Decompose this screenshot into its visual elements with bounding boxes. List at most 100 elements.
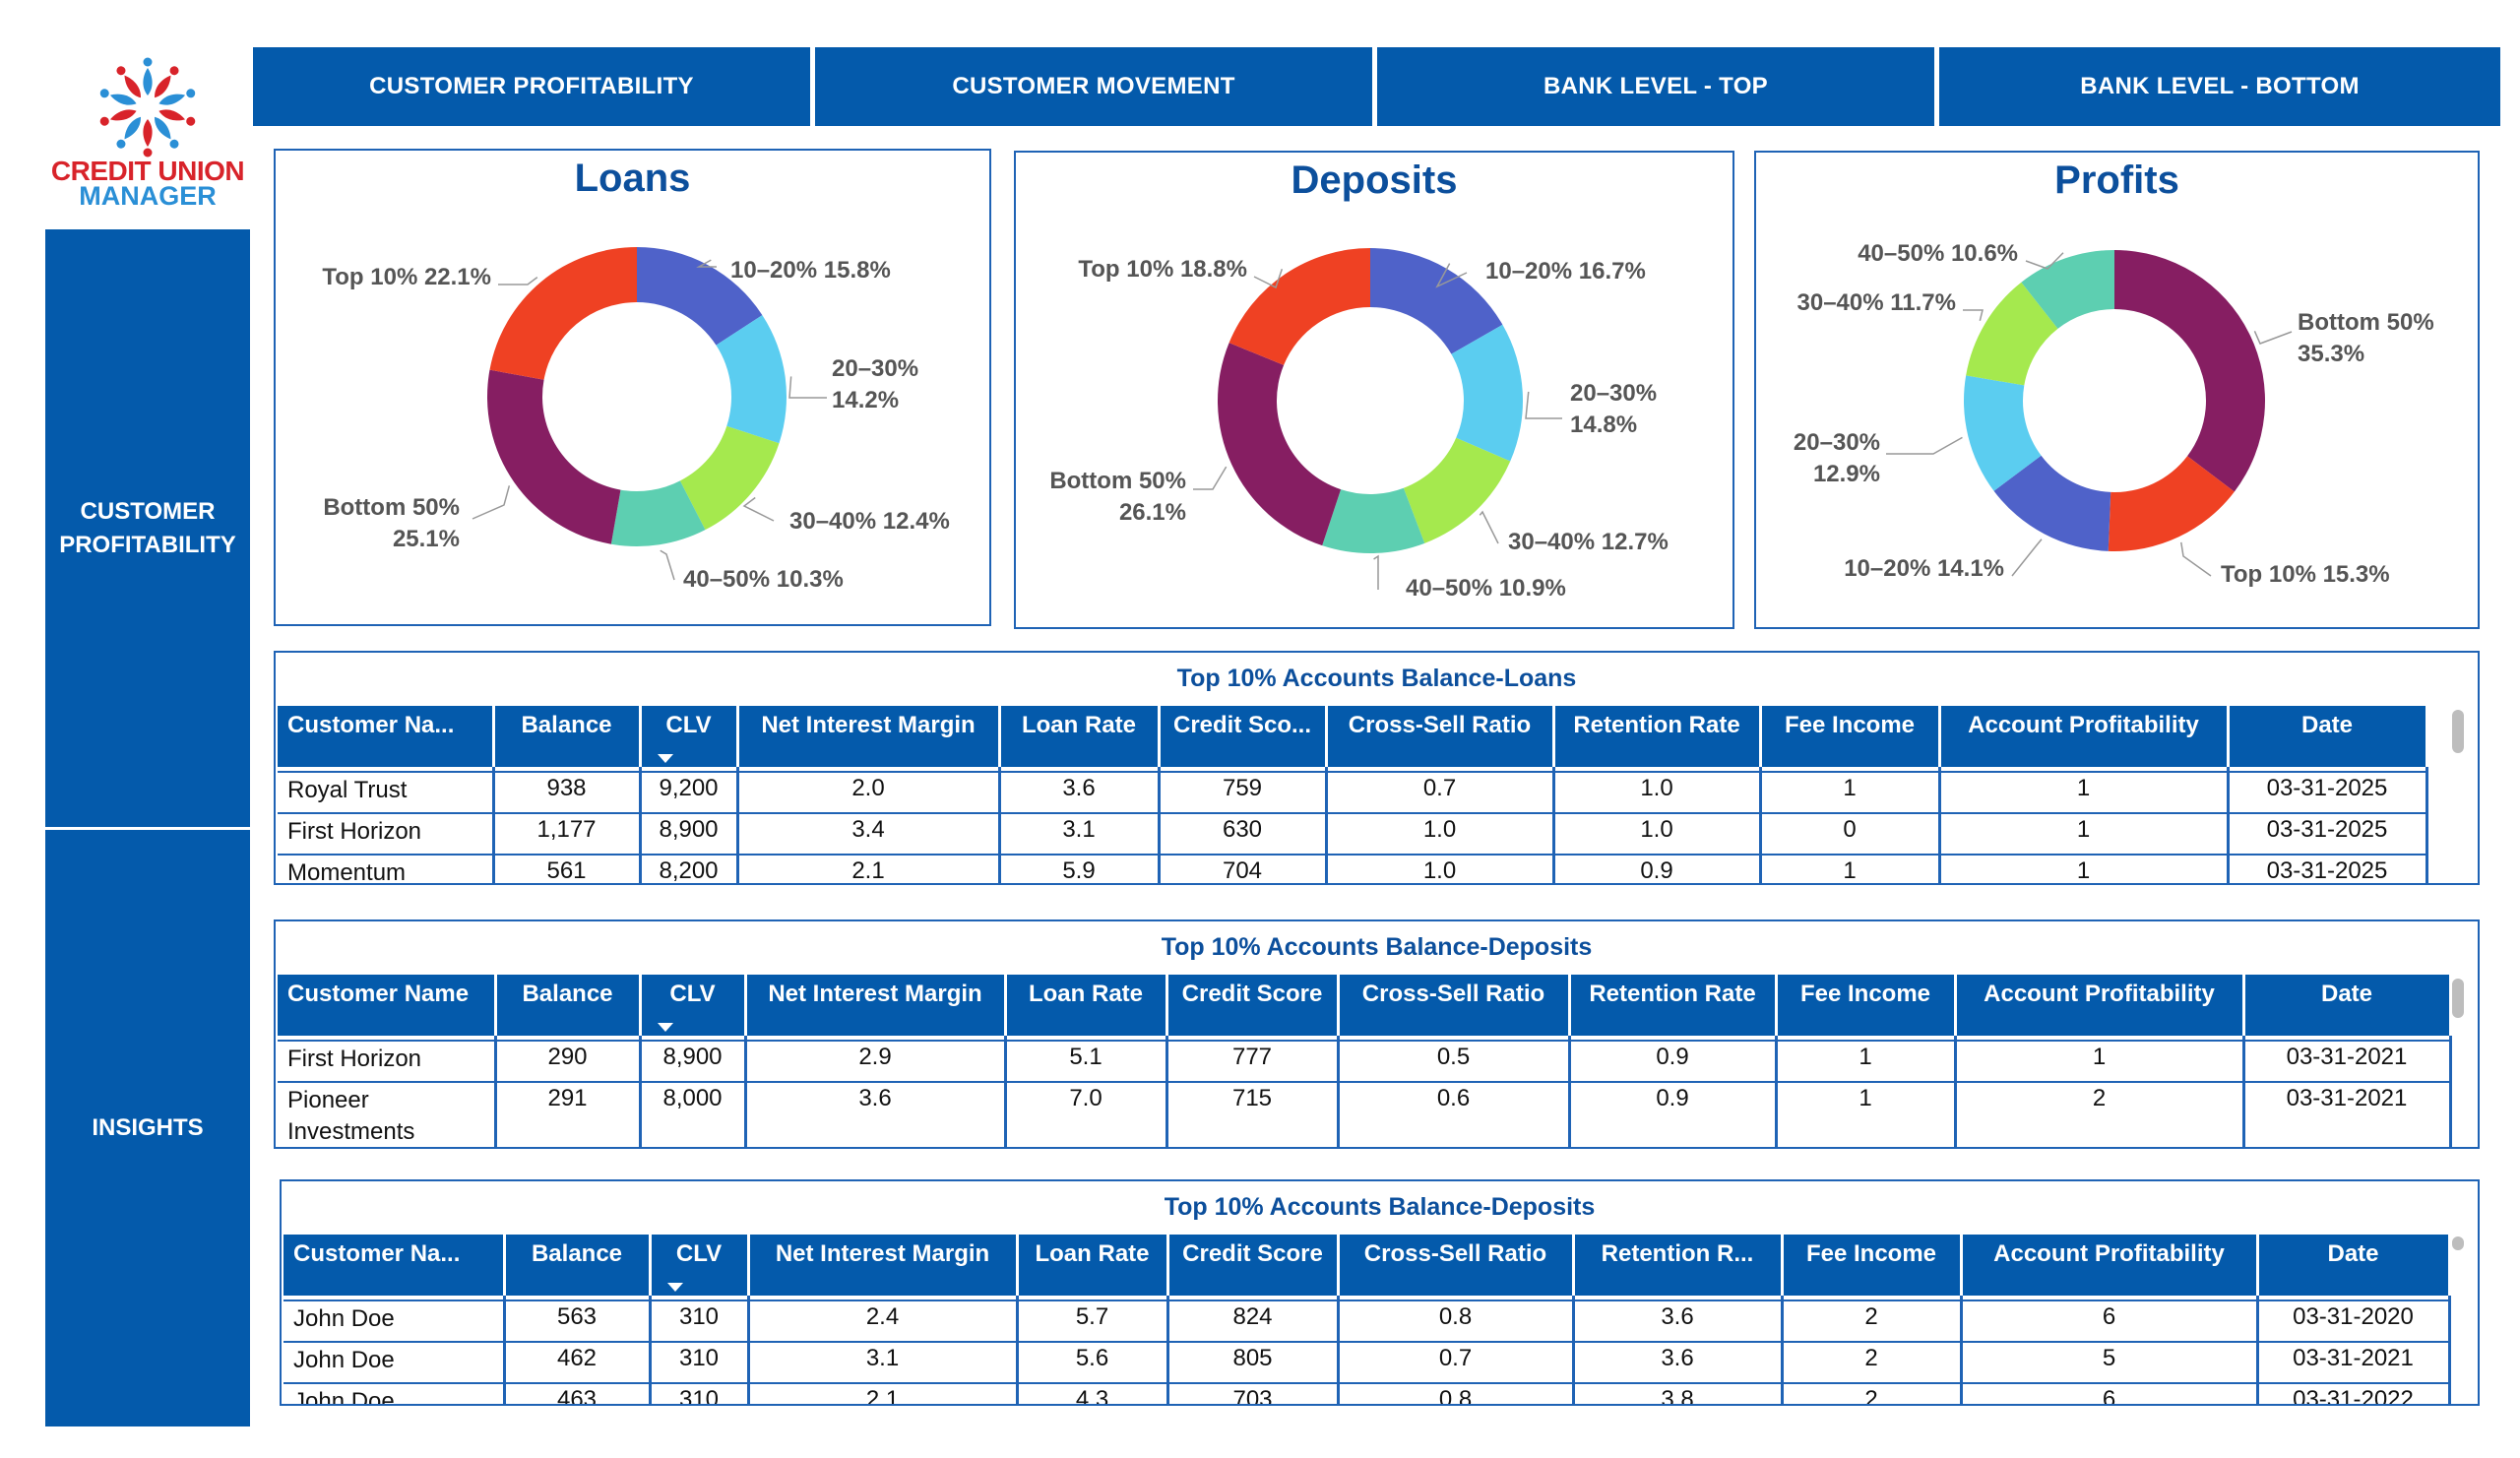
sort-descending-icon[interactable]	[657, 754, 673, 763]
column-header[interactable]: Net Interest Margin	[737, 706, 1001, 767]
table-cell: 0.9	[1569, 1082, 1778, 1147]
donut-slice-s40-50[interactable]	[610, 480, 706, 546]
donut-slice-s20-30[interactable]	[716, 315, 787, 444]
column-header[interactable]: Retention R...	[1573, 1235, 1784, 1296]
column-header[interactable]: Customer Na...	[284, 1235, 506, 1296]
table-cell: 462	[504, 1342, 652, 1384]
data-label: Top 10% 18.8%	[1078, 256, 1247, 283]
logo-petal	[109, 109, 137, 121]
table-row[interactable]: Momentum 561 8,200 2.1 5.9 704 1.0 0.9 1 1 03-31-2…	[278, 855, 2428, 883]
brand-line-1: CREDIT UNION	[50, 156, 245, 186]
column-header[interactable]: Retention Rate	[1569, 975, 1778, 1036]
table-cell: First Horizon	[278, 1041, 497, 1083]
donut-slice-s10-20[interactable]	[637, 247, 763, 346]
donut-slice-s30-40[interactable]	[1403, 437, 1511, 543]
sort-descending-icon[interactable]	[657, 1023, 673, 1032]
column-header[interactable]: Account Profitability	[1939, 706, 2230, 767]
column-header[interactable]: Retention Rate	[1553, 706, 1762, 767]
table-title: Top 10% Accounts Balance-Deposits	[1164, 1193, 1596, 1221]
logo-dot	[186, 89, 196, 98]
column-header[interactable]: Fee Income	[1776, 975, 1957, 1036]
donut-slice-s20-30[interactable]	[1451, 324, 1523, 462]
table-cell: 2.9	[745, 1041, 1007, 1083]
logo-dot	[143, 148, 153, 158]
table-cell: 1	[1939, 813, 2230, 856]
tab-customer-movement[interactable]: CUSTOMER MOVEMENT	[815, 47, 1372, 126]
leader-line	[788, 376, 827, 399]
column-header[interactable]: Balance	[493, 706, 642, 767]
column-header[interactable]: Account Profitability	[1961, 1235, 2259, 1296]
donut-slice-top10[interactable]	[489, 247, 637, 380]
column-header[interactable]: Cross-Sell Ratio	[1338, 975, 1571, 1036]
table-cell: 03-31-2021	[2257, 1342, 2451, 1384]
column-header[interactable]: Date	[2243, 975, 2452, 1036]
table-title: Top 10% Accounts Balance-Deposits	[1161, 933, 1593, 961]
table-cell: 3.6	[1573, 1300, 1784, 1343]
tab-bank-level-top[interactable]: BANK LEVEL - TOP	[1377, 47, 1934, 126]
donut-slice-bottom50[interactable]	[487, 369, 621, 544]
column-header[interactable]: Cross-Sell Ratio	[1326, 706, 1555, 767]
vertical-scrollbar[interactable]	[2452, 979, 2464, 1018]
column-header[interactable]: Loan Rate	[999, 706, 1161, 767]
data-label: Bottom 50% 25.1%	[323, 494, 460, 552]
table-row[interactable]: John Doe 563 310 2.4 5.7 824 0.8 3.6 2 6 03-31-202…	[284, 1300, 2451, 1343]
column-header[interactable]: Fee Income	[1760, 706, 1941, 767]
vertical-scrollbar[interactable]	[2452, 1236, 2464, 1250]
column-header[interactable]: Loan Rate	[1005, 975, 1168, 1036]
sort-descending-icon[interactable]	[666, 1283, 683, 1292]
table-cell: 310	[650, 1300, 750, 1343]
column-header[interactable]: Customer Name	[278, 975, 497, 1036]
table-row[interactable]: John Doe 462 310 3.1 5.6 805 0.7 3.6 2 5 03-31-202…	[284, 1342, 2451, 1384]
table-row[interactable]: Royal Trust 938 9,200 2.0 3.6 759 0.7 1.0 1 1 03-3…	[278, 772, 2428, 814]
table-cell: John Doe	[284, 1300, 506, 1343]
column-header[interactable]: Balance	[504, 1235, 652, 1296]
column-header[interactable]: Balance	[495, 975, 642, 1036]
leader-line	[498, 277, 538, 285]
data-label: 40–50% 10.9%	[1406, 575, 1566, 602]
table-row[interactable]: John Doe 463 310 2.1 4.3 703 0.8 3.8 2 6 03-31-202…	[284, 1383, 2451, 1404]
loans-donut-chart: 10–20% 15.8% 20–30% 14.2% 30–40% 12.4% 40–50…	[322, 247, 950, 593]
leader-line	[1193, 466, 1228, 490]
donut-slice-s10-20[interactable]	[1370, 248, 1503, 354]
column-header[interactable]: Credit Sco...	[1159, 706, 1328, 767]
donut-slice-s30-40[interactable]	[1966, 282, 2058, 386]
donut-slice-s30-40[interactable]	[679, 425, 780, 531]
donut-slice-top10[interactable]	[1228, 248, 1370, 365]
table-row[interactable]: Pioneer Investments 291 8,000 3.6 7.0 715 0.6 0…	[278, 1082, 2452, 1147]
donut-slice-s40-50[interactable]	[2021, 250, 2114, 329]
column-header[interactable]: CLV	[640, 975, 747, 1036]
table-cell: 2.1	[748, 1383, 1019, 1404]
vertical-scrollbar[interactable]	[2452, 710, 2464, 753]
column-header[interactable]: Customer Na...	[278, 706, 495, 767]
column-header[interactable]: Cross-Sell Ratio	[1338, 1235, 1575, 1296]
sidebar-item-insights[interactable]: INSIGHTS	[45, 830, 250, 1426]
tab-customer-profitability[interactable]: CUSTOMER PROFITABILITY	[253, 47, 810, 126]
tab-bank-level-bottom[interactable]: BANK LEVEL - BOTTOM	[1939, 47, 2500, 126]
column-header[interactable]: CLV	[650, 1235, 750, 1296]
donut-slice-bottom50[interactable]	[1218, 343, 1342, 546]
table-cell: 777	[1166, 1041, 1340, 1083]
column-header[interactable]: Date	[2228, 706, 2428, 767]
sidebar-item-label: CUSTOMER PROFITABILITY	[59, 497, 236, 558]
donut-slice-s40-50[interactable]	[1322, 487, 1425, 553]
column-header[interactable]: Net Interest Margin	[748, 1235, 1019, 1296]
column-header[interactable]: Credit Score	[1167, 1235, 1340, 1296]
table-cell: 0.7	[1338, 1342, 1575, 1384]
donut-slice-top10[interactable]	[2108, 456, 2235, 551]
column-header[interactable]: Loan Rate	[1017, 1235, 1169, 1296]
table-cell: 1.0	[1553, 813, 1762, 856]
donut-slice-s20-30[interactable]	[1964, 375, 2042, 491]
column-header[interactable]: Date	[2257, 1235, 2451, 1296]
donut-slice-bottom50[interactable]	[2114, 250, 2265, 492]
table-cell: 824	[1167, 1300, 1340, 1343]
column-header[interactable]: CLV	[640, 706, 739, 767]
table-row[interactable]: First Horizon 290 8,900 2.9 5.1 777 0.5 0.9 1 1 03…	[278, 1041, 2452, 1083]
table-cell: 03-31-2021	[2243, 1082, 2452, 1147]
column-header[interactable]: Credit Score	[1166, 975, 1340, 1036]
donut-slice-s10-20[interactable]	[1993, 455, 2111, 551]
sidebar-item-customer-profitability[interactable]: CUSTOMER PROFITABILITY	[45, 229, 250, 827]
column-header[interactable]: Account Profitability	[1955, 975, 2245, 1036]
column-header[interactable]: Fee Income	[1782, 1235, 1963, 1296]
table-row[interactable]: First Horizon 1,177 8,900 3.4 3.1 630 1.0 1.0 0 1…	[278, 813, 2428, 856]
column-header[interactable]: Net Interest Margin	[745, 975, 1007, 1036]
